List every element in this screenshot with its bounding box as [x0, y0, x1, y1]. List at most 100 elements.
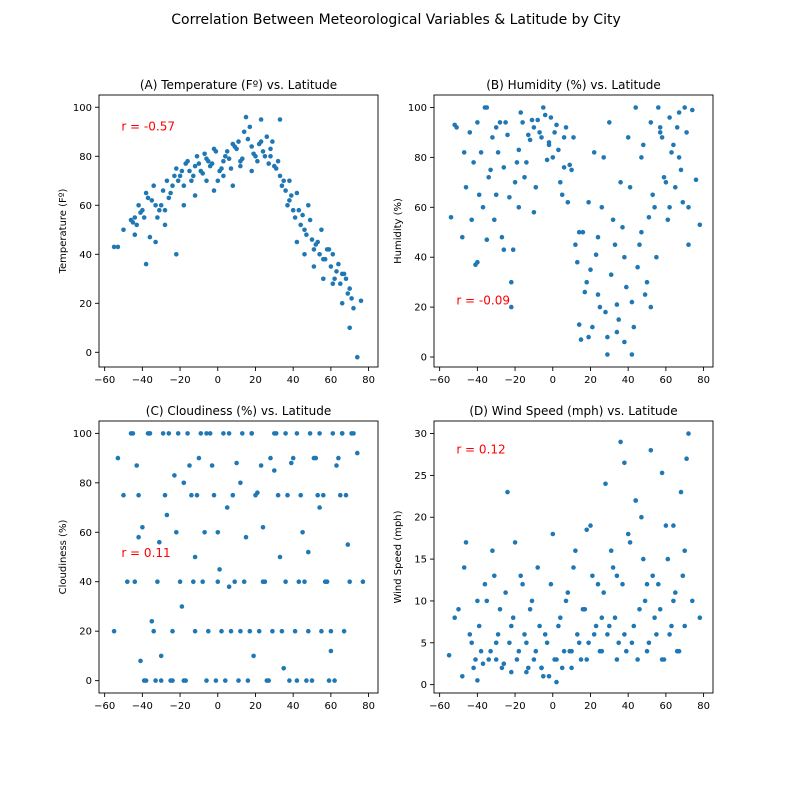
- data-point: [226, 156, 232, 161]
- data-point: [170, 678, 175, 683]
- data-point: [341, 271, 347, 277]
- data-point: [157, 539, 162, 545]
- data-point: [539, 135, 544, 140]
- data-point: [501, 661, 507, 666]
- data-point: [569, 665, 574, 671]
- data-point: [526, 132, 531, 138]
- data-point: [258, 463, 264, 468]
- data-point: [215, 178, 221, 184]
- data-point: [345, 291, 351, 296]
- data-point: [204, 178, 209, 184]
- data-point: [480, 661, 486, 666]
- data-point: [697, 615, 703, 620]
- data-point: [657, 607, 663, 612]
- data-point: [486, 175, 492, 180]
- data-point: [255, 490, 260, 496]
- scatter-points: [111, 431, 366, 683]
- data-point: [682, 623, 687, 629]
- data-point: [493, 640, 499, 646]
- data-point: [132, 215, 138, 220]
- data-point: [554, 122, 559, 128]
- data-point: [298, 492, 304, 498]
- data-point: [509, 279, 514, 285]
- data-point: [490, 548, 495, 553]
- axes-frame: [98, 420, 379, 694]
- x-tick-label: 80: [362, 375, 375, 386]
- data-point: [232, 144, 237, 149]
- data-point: [349, 296, 354, 301]
- data-point: [493, 657, 499, 662]
- data-point: [482, 581, 488, 587]
- data-point: [192, 163, 198, 169]
- x-tick-label: 20: [584, 701, 597, 712]
- data-point: [307, 217, 313, 223]
- data-point: [294, 431, 300, 436]
- data-point: [243, 114, 249, 120]
- data-point: [158, 203, 164, 208]
- data-point: [132, 232, 138, 237]
- x-tick-label: −60: [94, 701, 115, 712]
- data-point: [622, 460, 627, 466]
- data-point: [164, 178, 170, 184]
- data-point: [456, 607, 461, 612]
- data-point: [232, 579, 237, 584]
- data-point: [467, 632, 473, 637]
- data-point: [605, 632, 610, 637]
- data-point: [266, 678, 272, 683]
- scatter-points: [111, 114, 364, 360]
- data-point: [306, 203, 311, 208]
- data-point: [475, 598, 480, 604]
- data-point: [580, 229, 586, 235]
- data-point: [121, 492, 126, 498]
- figure-title: Correlation Between Meteorological Varia…: [171, 12, 621, 28]
- data-point: [578, 337, 584, 342]
- data-point: [622, 254, 627, 260]
- data-point: [262, 154, 268, 159]
- data-point: [243, 534, 249, 540]
- data-point: [281, 178, 287, 184]
- data-point: [160, 431, 166, 436]
- data-point: [582, 289, 588, 295]
- data-point: [526, 665, 531, 671]
- data-point: [475, 259, 480, 265]
- data-point: [183, 161, 188, 166]
- data-point: [209, 161, 215, 166]
- data-point: [492, 217, 497, 223]
- data-point: [612, 615, 618, 620]
- data-point: [338, 281, 343, 287]
- data-point: [678, 167, 684, 173]
- y-tick-label: 0: [86, 676, 92, 687]
- data-point: [507, 640, 512, 646]
- data-point: [499, 234, 505, 240]
- data-point: [552, 657, 557, 662]
- y-tick-label: 40: [79, 577, 92, 588]
- data-point: [351, 305, 356, 311]
- data-point: [663, 180, 669, 185]
- data-point: [121, 227, 126, 233]
- data-point: [463, 185, 469, 190]
- data-point: [160, 188, 166, 193]
- data-point: [138, 658, 143, 664]
- y-axis-label: Cloudiness (%): [58, 520, 69, 595]
- data-point: [603, 309, 608, 315]
- data-point: [132, 579, 138, 584]
- data-point: [663, 523, 669, 528]
- x-tick-label: 0: [215, 701, 221, 712]
- data-point: [172, 173, 177, 179]
- data-point: [631, 623, 637, 629]
- data-point: [575, 632, 580, 637]
- data-point: [650, 573, 655, 579]
- data-point: [578, 657, 584, 662]
- data-point: [520, 120, 525, 125]
- data-point: [275, 158, 281, 164]
- data-point: [676, 110, 682, 115]
- scatter-points: [448, 105, 703, 357]
- data-point: [697, 222, 703, 228]
- data-point: [607, 623, 612, 629]
- data-point: [584, 527, 589, 533]
- x-tick-label: −40: [467, 701, 488, 712]
- data-point: [565, 200, 571, 205]
- data-point: [556, 623, 561, 629]
- data-point: [475, 120, 480, 125]
- data-point: [686, 205, 691, 210]
